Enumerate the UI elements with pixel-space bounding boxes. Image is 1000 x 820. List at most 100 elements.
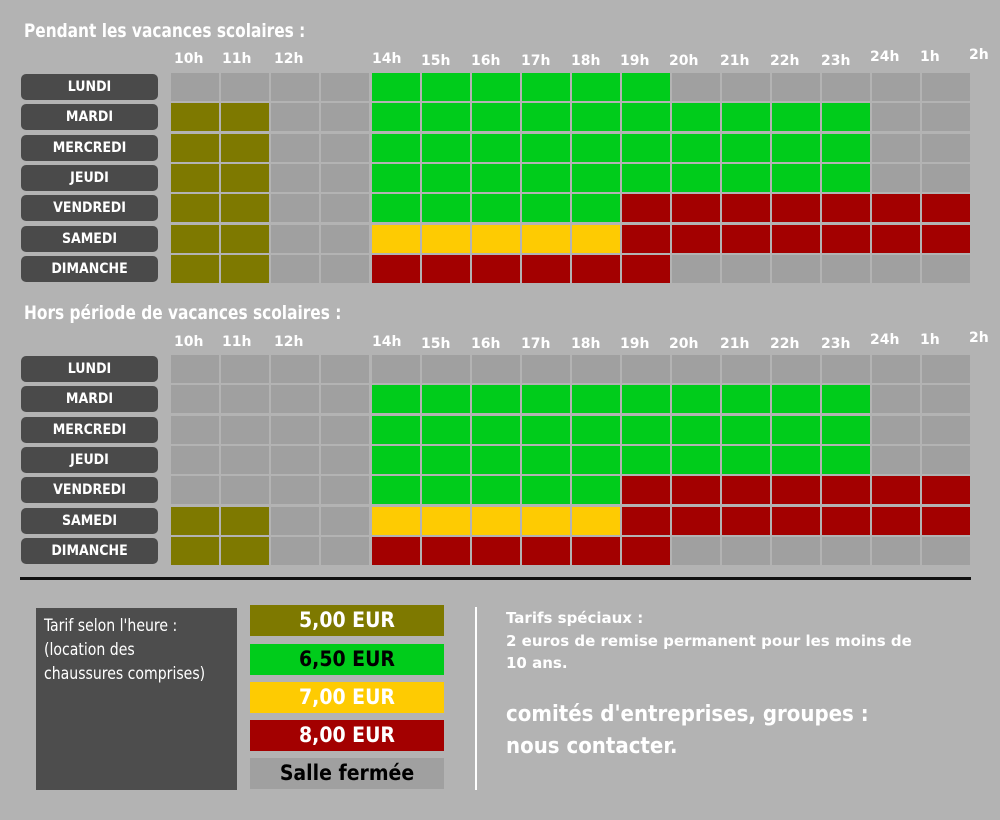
time-slot-cell (171, 355, 219, 383)
time-slot-cell (171, 73, 219, 101)
time-slot-cell (171, 415, 219, 444)
time-slot-cell (672, 445, 720, 474)
time-slot-cell (722, 415, 770, 444)
time-slot-cell (572, 355, 620, 383)
time-slot-cell (372, 254, 420, 283)
time-slot-cell (321, 415, 369, 444)
time-slot-cell (271, 355, 319, 383)
time-slot-cell (672, 73, 720, 101)
time-slot-cell (822, 385, 870, 414)
time-slot-cell (422, 103, 470, 132)
time-slot-cell (772, 224, 820, 253)
hour-label: 21h (720, 336, 750, 352)
time-slot-cell (822, 536, 870, 565)
time-slot-cell (822, 73, 870, 101)
time-slot-cell (522, 194, 570, 223)
divider (20, 577, 971, 580)
hour-label: 10h (174, 51, 204, 67)
time-slot-cell (922, 536, 970, 565)
time-slot-cell (672, 133, 720, 162)
time-slot-cell (672, 385, 720, 414)
time-slot-cell (372, 506, 420, 535)
time-slot-cell (722, 355, 770, 383)
time-slot-cell (622, 476, 670, 505)
time-slot-cell (372, 536, 420, 565)
price-5-eur: 5,00 EUR (250, 605, 444, 636)
hour-label: 11h (222, 334, 252, 350)
time-slot-cell (672, 476, 720, 505)
time-slot-cell (171, 103, 219, 132)
time-slot-cell (221, 254, 269, 283)
day-label: MERCREDI (21, 134, 158, 161)
time-slot-cell (772, 385, 820, 414)
day-label: MERCREDI (21, 416, 158, 443)
time-slot-cell (321, 445, 369, 474)
time-slot-cell (722, 194, 770, 223)
time-slot-cell (271, 103, 319, 132)
time-slot-cell (271, 194, 319, 223)
time-slot-cell (422, 476, 470, 505)
time-slot-cell (321, 103, 369, 132)
time-slot-cell (872, 506, 920, 535)
time-slot-cell (622, 445, 670, 474)
time-slot-cell (472, 254, 520, 283)
time-slot-cell (372, 103, 420, 132)
time-slot-cell (672, 355, 720, 383)
time-slot-cell (722, 103, 770, 132)
time-slot-cell (672, 415, 720, 444)
time-slot-cell (271, 133, 319, 162)
day-label: SAMEDI (21, 225, 158, 252)
time-slot-cell (422, 355, 470, 383)
hour-label: 21h (720, 53, 750, 69)
hour-label: 16h (471, 336, 501, 352)
day-row: SAMEDI (0, 506, 1000, 537)
time-slot-cell (622, 355, 670, 383)
price-room-closed: Salle fermée (250, 758, 444, 789)
time-slot-cell (472, 506, 520, 535)
day-label: DIMANCHE (21, 537, 158, 564)
time-slot-cell (772, 536, 820, 565)
time-slot-cell (422, 133, 470, 162)
vertical-separator (475, 607, 477, 790)
time-slot-cell (221, 355, 269, 383)
time-slot-cell (221, 194, 269, 223)
time-slot-cell (321, 385, 369, 414)
day-row: DIMANCHE (0, 254, 1000, 285)
time-slot-cell (221, 385, 269, 414)
day-label: LUNDI (21, 74, 158, 100)
time-slot-cell (422, 506, 470, 535)
time-slot-cell (772, 163, 820, 192)
contact-line-2: nous contacter. (506, 734, 678, 759)
section-title-holidays: Pendant les vacances scolaires : (24, 20, 306, 42)
legend-line: Tarif selon l'heure : (44, 616, 178, 636)
hour-label: 15h (421, 336, 451, 352)
time-slot-cell (221, 103, 269, 132)
time-slot-cell (872, 224, 920, 253)
time-slot-cell (472, 536, 520, 565)
time-slot-cell (171, 224, 219, 253)
time-slot-cell (221, 415, 269, 444)
time-slot-cell (572, 506, 620, 535)
time-slot-cell (372, 415, 420, 444)
time-slot-cell (872, 445, 920, 474)
time-slot-cell (922, 103, 970, 132)
time-slot-cell (472, 163, 520, 192)
time-slot-cell (622, 415, 670, 444)
time-slot-cell (171, 445, 219, 474)
time-slot-cell (372, 476, 420, 505)
hour-label: 19h (620, 53, 650, 69)
hour-label: 2h (969, 47, 989, 63)
time-slot-cell (372, 73, 420, 101)
time-slot-cell (321, 536, 369, 565)
time-slot-cell (672, 163, 720, 192)
time-slot-cell (922, 385, 970, 414)
time-slot-cell (672, 254, 720, 283)
time-slot-cell (722, 445, 770, 474)
time-slot-cell (472, 445, 520, 474)
time-slot-cell (572, 133, 620, 162)
time-slot-cell (772, 506, 820, 535)
time-slot-cell (722, 385, 770, 414)
time-slot-cell (372, 445, 420, 474)
time-slot-cell (372, 224, 420, 253)
hour-label: 20h (669, 336, 699, 352)
